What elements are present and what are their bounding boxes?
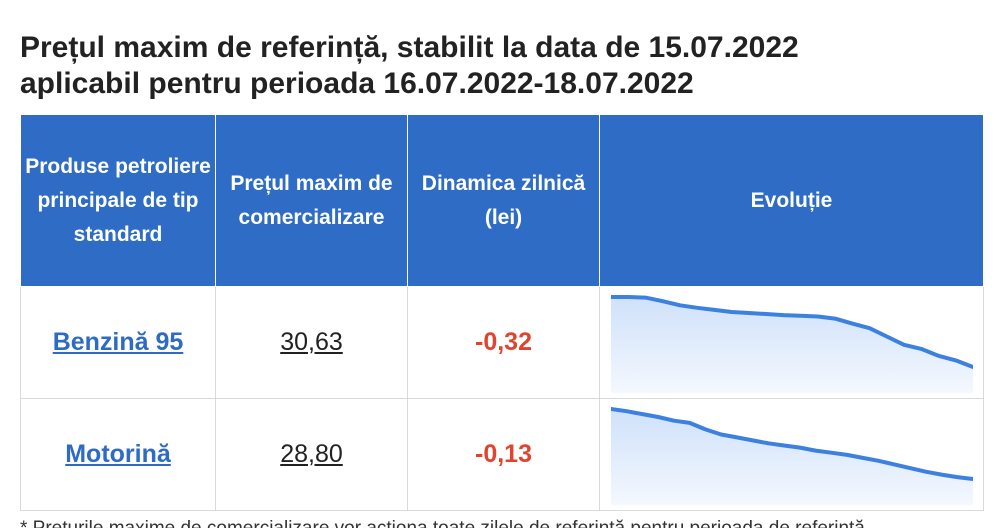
dynamic-value-benzina-95: -0,32 [475,328,532,356]
sparkline-line [610,294,973,369]
product-link-motorina[interactable]: Motorină [65,440,171,468]
page-title: Prețul maxim de referință, stabilit la d… [20,30,980,102]
title-line-2: aplicabil pentru perioada 16.07.2022-18.… [20,67,694,100]
table-header-row: Produse petroliere principale de tip sta… [20,114,984,287]
sparkline-area [610,408,973,505]
product-link-benzina-95[interactable]: Benzină 95 [52,328,184,356]
dynamic-cell: -0,13 [407,398,600,511]
product-cell: Motorină [20,398,216,511]
title-line-1: Prețul maxim de referință, stabilit la d… [20,31,799,64]
price-cell: 28,80 [215,398,408,511]
header-price: Prețul maxim de comercializare [215,114,408,287]
product-cell: Benzină 95 [20,286,216,399]
sparkline-benzina-95 [610,294,973,393]
dynamic-value-motorina: -0,13 [475,440,532,468]
price-link-motorina[interactable]: 28,80 [280,440,343,468]
header-product: Produse petroliere principale de tip sta… [20,114,216,287]
price-cell: 30,63 [215,286,408,399]
evolution-cell [599,398,984,511]
sparkline-area [610,296,973,393]
sparkline-motorina [610,406,973,505]
sparkline-line [610,406,973,481]
table-row: Benzină 95 30,63 -0,32 [20,286,984,399]
prices-table: Produse petroliere principale de tip sta… [20,114,984,511]
table-row: Motorină 28,80 -0,13 [20,398,984,511]
evolution-cell [599,286,984,399]
header-dynamic: Dinamica zilnică (lei) [407,114,600,287]
header-evolution: Evoluție [599,114,984,287]
dynamic-cell: -0,32 [407,286,600,399]
price-link-benzina-95[interactable]: 30,63 [280,328,343,356]
footnote: * Prețurile maxime de comercializare vor… [20,518,865,528]
